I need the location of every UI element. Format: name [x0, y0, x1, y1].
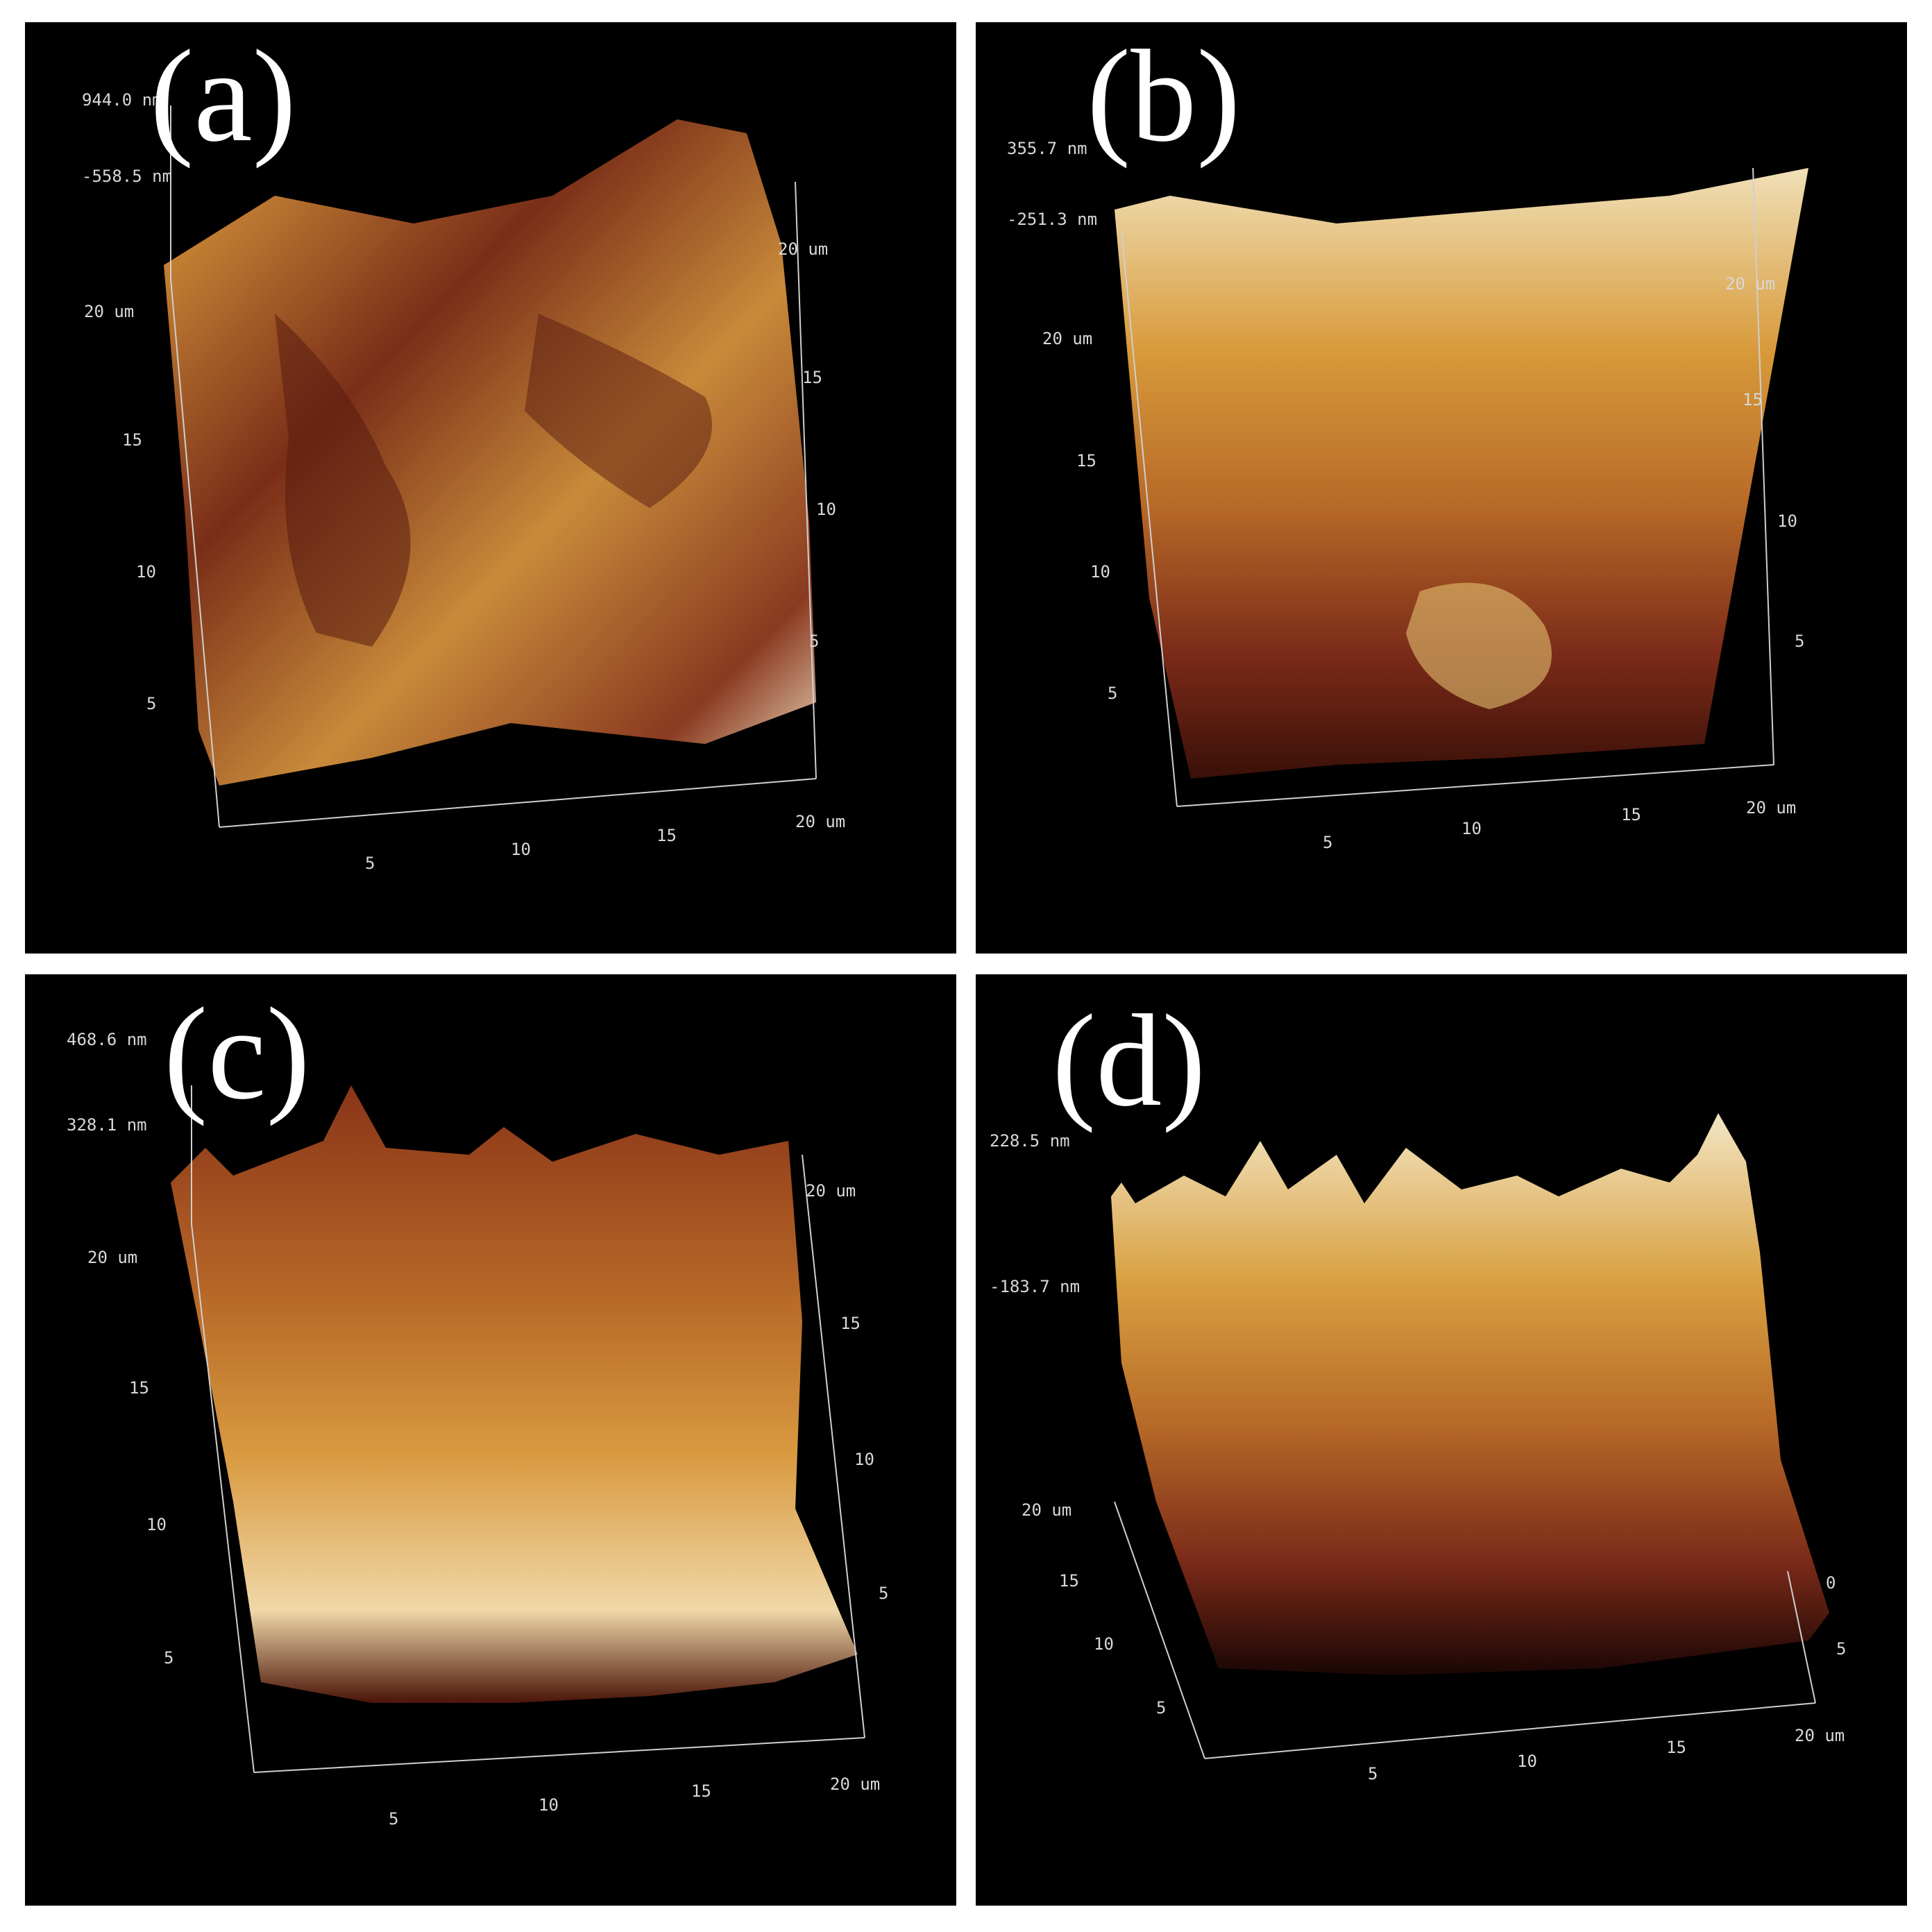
x-tick: 20 um: [1795, 1726, 1845, 1745]
y-tick: 10: [146, 1515, 167, 1534]
y-tick: 5: [164, 1648, 173, 1668]
x-tick: 15: [1666, 1738, 1686, 1757]
z-max-label: 355.7 nm: [1007, 139, 1087, 158]
y-tick: 10: [1094, 1634, 1114, 1654]
panel-label: (b): [1087, 24, 1241, 169]
afm-panel-a: 944.0 nm -558.5 nm 5 10 15 20 um 5 10 15…: [25, 22, 956, 954]
x-tick: 20 um: [1746, 798, 1796, 817]
y-tick: 5: [146, 694, 156, 713]
z-max-label: 228.5 nm: [990, 1131, 1070, 1151]
panel-label: (c): [164, 981, 310, 1127]
z-max-label: 944.0 nm: [82, 90, 162, 110]
afm-panel-c: 468.6 nm 328.1 nm 5 10 15 20 um 5 10 15 …: [25, 974, 956, 1906]
x-tick: 10: [511, 840, 531, 859]
y-tick: 15: [122, 430, 142, 450]
r-tick: 5: [809, 632, 819, 651]
x-tick: 15: [1621, 805, 1641, 824]
r-tick: 0: [1826, 1573, 1836, 1593]
r-tick: 15: [802, 368, 822, 387]
z-min-label: -558.5 nm: [82, 167, 172, 186]
r-tick: 10: [816, 500, 836, 519]
y-tick: 20 um: [87, 1248, 137, 1267]
afm-surface-a: 944.0 nm -558.5 nm 5 10 15 20 um 5 10 15…: [82, 90, 845, 873]
panel-label: (a): [150, 24, 296, 169]
x-tick: 10: [1517, 1752, 1537, 1771]
r-tick: 5: [1795, 632, 1804, 651]
x-tick: 20 um: [830, 1774, 880, 1794]
y-tick: 5: [1156, 1698, 1166, 1718]
r-tick: 5: [1836, 1639, 1846, 1659]
r-tick: 10: [854, 1450, 874, 1469]
afm-panel-b: 355.7 nm -251.3 nm 5 10 15 20 um 5 10 15…: [976, 22, 1907, 954]
y-tick: 10: [1090, 562, 1110, 582]
x-tick: 10: [539, 1795, 559, 1815]
z-min-label: -251.3 nm: [1007, 210, 1097, 229]
r-tick: 5: [879, 1584, 888, 1603]
x-tick: 20 um: [795, 812, 845, 831]
x-tick: 15: [691, 1781, 711, 1801]
x-tick: 5: [389, 1809, 398, 1829]
afm-panel-d: 228.5 nm -183.7 nm 5 10 15 20 um 5 10 15…: [976, 974, 1907, 1906]
x-tick: 15: [656, 826, 677, 845]
z-max-label: 468.6 nm: [67, 1030, 147, 1049]
x-tick: 5: [1323, 833, 1332, 852]
afm-surface-b: 355.7 nm -251.3 nm 5 10 15 20 um 5 10 15…: [1007, 139, 1808, 852]
z-min-label: -183.7 nm: [990, 1277, 1080, 1296]
panel-label: (d): [1052, 988, 1206, 1134]
x-tick: 5: [1368, 1764, 1378, 1783]
y-tick: 20 um: [1022, 1500, 1071, 1520]
z-min-label: 328.1 nm: [67, 1115, 147, 1135]
r-tick: 20 um: [806, 1181, 856, 1201]
r-tick: 20 um: [1725, 274, 1775, 294]
y-tick: 20 um: [1042, 329, 1092, 348]
x-tick: 5: [365, 854, 375, 873]
y-tick: 15: [129, 1378, 149, 1398]
y-tick: 10: [136, 562, 156, 582]
r-tick: 20 um: [778, 239, 828, 259]
r-tick: 15: [1743, 390, 1763, 409]
r-tick: 10: [1777, 511, 1797, 531]
y-tick: 15: [1059, 1571, 1079, 1591]
afm-surface-d: 228.5 nm -183.7 nm 5 10 15 20 um 5 10 15…: [990, 1113, 1846, 1783]
afm-surface-c: 468.6 nm 328.1 nm 5 10 15 20 um 5 10 15 …: [67, 1030, 888, 1829]
y-tick: 15: [1076, 451, 1096, 471]
x-tick: 10: [1461, 819, 1482, 838]
y-tick: 5: [1108, 684, 1117, 703]
y-tick: 20 um: [84, 302, 134, 321]
r-tick: 15: [840, 1314, 861, 1333]
